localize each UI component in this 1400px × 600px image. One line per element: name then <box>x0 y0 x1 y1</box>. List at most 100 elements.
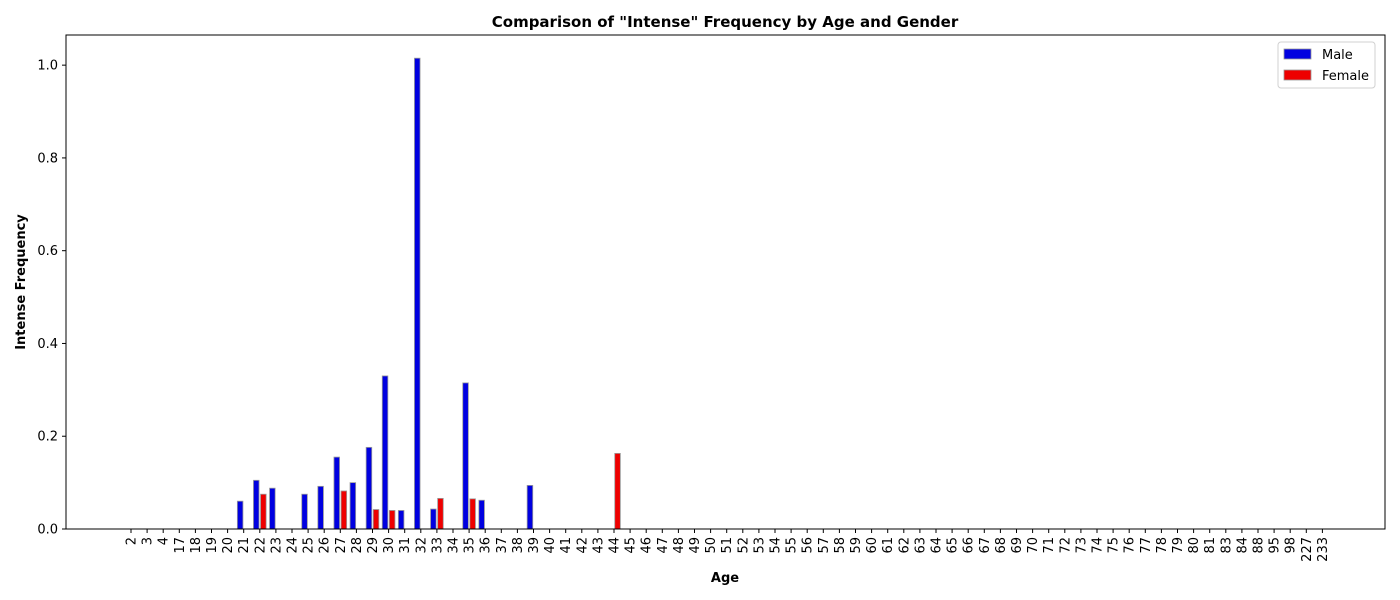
y-tick-label: 0.6 <box>37 244 58 259</box>
x-tick-label: 51 <box>720 537 735 554</box>
x-tick-label: 32 <box>414 537 429 554</box>
x-tick-label: 45 <box>624 537 639 554</box>
y-tick-label: 0.4 <box>37 337 58 352</box>
x-tick-label: 77 <box>1139 537 1154 554</box>
x-tick-label: 76 <box>1123 537 1138 554</box>
x-tick-label: 68 <box>994 537 1009 554</box>
x-tick-label: 19 <box>205 537 220 554</box>
male-bar-36 <box>478 499 485 530</box>
x-tick-label: 42 <box>575 537 590 554</box>
x-tick-label: 62 <box>897 537 912 554</box>
legend-swatch-male <box>1283 48 1312 60</box>
x-tick-label: 80 <box>1187 537 1202 554</box>
x-tick-label: 227 <box>1300 537 1315 562</box>
y-tick-label: 0.0 <box>37 523 58 538</box>
chart-title: Comparison of "Intense" Frequency by Age… <box>492 13 959 31</box>
x-tick-label: 61 <box>881 537 896 554</box>
x-tick-label: 47 <box>656 537 671 554</box>
male-bar-27 <box>333 456 340 530</box>
x-tick-label: 67 <box>978 537 993 554</box>
x-tick-label: 39 <box>527 537 542 554</box>
male-bar-23 <box>269 487 276 530</box>
x-tick-label: 25 <box>302 537 317 554</box>
x-tick-label: 56 <box>801 537 816 554</box>
x-tick-label: 63 <box>913 537 928 554</box>
x-tick-label: 17 <box>173 537 188 554</box>
x-tick-label: 40 <box>543 537 558 554</box>
x-tick-label: 78 <box>1155 537 1170 554</box>
x-tick-label: 60 <box>865 537 880 554</box>
x-tick-label: 27 <box>334 537 349 554</box>
x-tick-label: 21 <box>237 537 252 554</box>
axes-layer: 0.00.20.40.60.81.02 3 4 17 18 19 20 21 22 23 24 25 2… <box>37 34 1386 562</box>
x-tick-label: 37 <box>495 537 510 554</box>
male-bar-29 <box>365 446 373 530</box>
x-tick-label: 54 <box>769 537 784 554</box>
legend: Male Female <box>1277 41 1376 89</box>
x-tick-label: 57 <box>817 537 832 554</box>
x-tick-label: 49 <box>688 537 703 554</box>
x-tick-label: 50 <box>704 537 719 554</box>
x-tick-label: 33 <box>430 537 445 554</box>
x-tick-label: 4 <box>157 537 172 545</box>
x-tick-label: 53 <box>752 537 767 554</box>
x-tick-label: 72 <box>1058 537 1073 554</box>
x-tick-label: 29 <box>366 537 381 554</box>
x-axis-label: Age <box>711 571 739 586</box>
male-bar-28 <box>349 482 357 530</box>
x-tick-label: 70 <box>1026 537 1041 554</box>
x-tick-label: 34 <box>447 537 462 554</box>
x-tick-label: 28 <box>350 537 365 554</box>
x-tick-label: 43 <box>591 537 606 554</box>
x-tick-label: 88 <box>1252 537 1267 554</box>
x-tick-label: 23 <box>269 537 284 554</box>
legend-label-female: Female <box>1322 69 1369 84</box>
female-bar-33 <box>437 497 444 530</box>
female-bar-44 <box>614 452 621 530</box>
x-tick-label: 233 <box>1316 537 1331 562</box>
y-tick-label: 0.8 <box>37 151 58 166</box>
male-bar-30 <box>381 375 389 530</box>
x-tick-label: 22 <box>253 537 268 554</box>
female-bar-35 <box>469 498 476 530</box>
x-tick-label: 84 <box>1235 537 1250 554</box>
x-tick-label: 3 <box>141 537 156 545</box>
male-bar-39 <box>526 484 534 530</box>
x-tick-label: 38 <box>511 537 526 554</box>
x-tick-label: 71 <box>1042 537 1057 554</box>
legend-label-male: Male <box>1322 48 1353 63</box>
x-tick-label: 98 <box>1284 537 1299 554</box>
bars-layer <box>236 57 621 530</box>
x-tick-label: 73 <box>1074 537 1089 554</box>
x-tick-label: 95 <box>1268 537 1283 554</box>
male-bar-32 <box>414 57 421 530</box>
male-bar-35 <box>462 382 469 530</box>
x-tick-label: 58 <box>833 537 848 554</box>
x-tick-label: 74 <box>1091 537 1106 554</box>
x-tick-label: 59 <box>849 537 864 554</box>
male-bar-33 <box>430 508 437 530</box>
x-tick-label: 75 <box>1107 537 1122 554</box>
male-bar-25 <box>301 493 308 530</box>
male-bar-31 <box>397 510 405 530</box>
x-tick-label: 36 <box>479 537 494 554</box>
x-tick-label: 26 <box>318 537 333 554</box>
x-tick-label: 79 <box>1171 537 1186 554</box>
x-tick-label: 55 <box>785 537 800 554</box>
x-tick-label: 52 <box>736 537 751 554</box>
x-tick-label: 44 <box>608 537 623 554</box>
x-tick-label: 20 <box>221 537 236 554</box>
x-tick-label: 66 <box>962 537 977 554</box>
female-bar-29 <box>372 509 380 530</box>
legend-swatch-female <box>1283 69 1312 81</box>
y-tick-label: 0.2 <box>37 430 58 445</box>
y-axis-label: Intense Frequency <box>14 214 29 350</box>
x-tick-label: 83 <box>1219 537 1234 554</box>
male-bar-21 <box>236 500 244 530</box>
x-tick-label: 24 <box>286 537 301 554</box>
x-tick-label: 18 <box>189 537 204 554</box>
x-tick-label: 2 <box>125 537 140 545</box>
x-tick-label: 31 <box>398 537 413 554</box>
y-tick-label: 1.0 <box>37 59 58 74</box>
